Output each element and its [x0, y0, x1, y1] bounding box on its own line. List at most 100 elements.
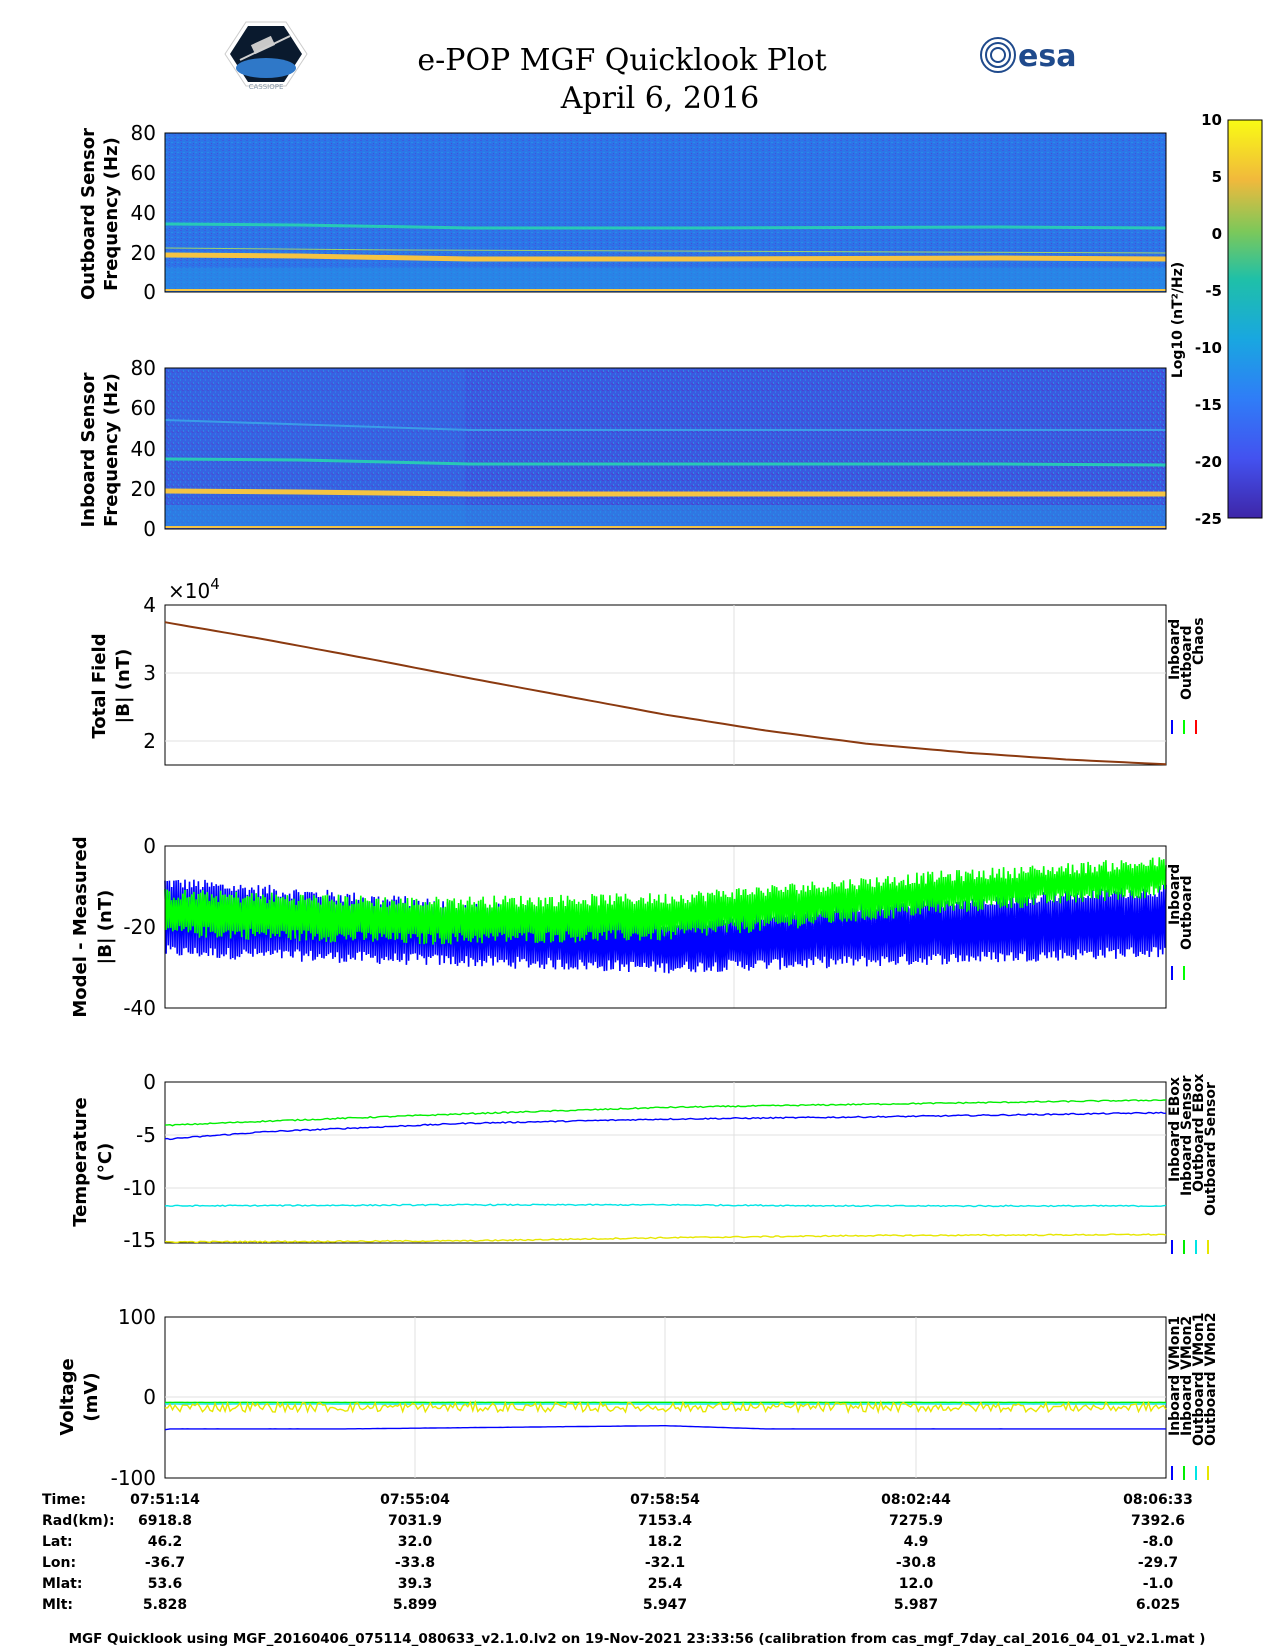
model-measured-yticks: 0 -20 -40: [123, 834, 156, 1020]
tick-label: 20: [131, 477, 156, 501]
ephemeris-value: 7392.6: [1131, 1513, 1185, 1529]
temperature-ylabel-2: (°C): [95, 1143, 116, 1182]
ephemeris-label: Time:: [42, 1492, 86, 1508]
tick-label: 0: [143, 1070, 156, 1094]
ephemeris-label: Lat:: [42, 1534, 73, 1550]
ephemeris-value: -32.1: [645, 1555, 685, 1571]
temperature-plot: [164, 1099, 1167, 1244]
ephemeris-value: 5.987: [894, 1597, 938, 1613]
header: CASSIOPE e-POP MGF Quicklook Plot April …: [224, 21, 1076, 116]
inboard-17hz-line: [164, 488, 1166, 497]
temperature-ylabel-1: Temperature: [70, 1097, 91, 1226]
esa-logo-text: esa: [1018, 39, 1076, 74]
ephemeris-value: 5.947: [643, 1597, 687, 1613]
inboard-spectrogram-panel: 80 60 40 20 0 Inboard Sensor Frequency (…: [78, 356, 1167, 541]
ephemeris-column-4: 08:02:44 7275.9 4.9 -30.8 12.0 5.987: [881, 1492, 951, 1613]
voltage-panel: 100 0 -100 Voltage (mV) Inboard VMon1 In…: [57, 1305, 1219, 1490]
colorbar-tick: -5: [1205, 282, 1222, 300]
colorbar-ticks: 10 5 0 -5 -10 -15 -20 -25: [1195, 111, 1222, 528]
outboard-35hz-line: [164, 222, 1167, 230]
ephemeris-value: 7153.4: [638, 1513, 692, 1529]
legend-inboard-vmon2: Inboard VMon2: [1179, 1316, 1195, 1436]
ephemeris-label: Mlt:: [42, 1597, 73, 1613]
tick-label: 0: [143, 1385, 156, 1409]
legend-outboard-ebox: Outboard EBox: [1191, 1074, 1207, 1192]
colorbar-label: Log10 (nT²/Hz): [1170, 262, 1186, 378]
temperature-panel: 0 -5 -10 -15 Temperature (°C) Inboard EB…: [70, 1070, 1219, 1254]
colorbar: 10 5 0 -5 -10 -15 -20 -25 Log10 (nT²/Hz): [1170, 111, 1263, 528]
ephemeris-value: 07:55:04: [380, 1492, 450, 1508]
colorbar-gradient: [1227, 119, 1263, 519]
ephemeris-value: 25.4: [648, 1576, 683, 1592]
outboard-17hz-line: [164, 252, 1167, 262]
outboard-yticks: 80 60 40 20 0: [131, 121, 156, 304]
tick-label: 40: [131, 201, 156, 225]
tick-label: 80: [131, 356, 156, 380]
tick-label: -20: [123, 915, 156, 939]
ephemeris-value: 53.6: [148, 1576, 183, 1592]
legend-inboard-sensor: Inboard Sensor: [1179, 1075, 1195, 1196]
ephemeris-value: 46.2: [148, 1534, 183, 1550]
series-line-inboard-ebox: [164, 1111, 1167, 1141]
ephemeris-column-1: 07:51:14 6918.8 46.2 -36.7 53.6 5.828: [130, 1492, 200, 1613]
footer-note: MGF Quicklook using MGF_20160406_075114_…: [69, 1631, 1206, 1647]
tick-label: 2: [143, 729, 156, 753]
cassiope-logo: CASSIOPE: [224, 21, 308, 91]
total-field-legend: Inboard Outboard Chaos: [1167, 617, 1207, 734]
series-line-outboard-sensor: [164, 1233, 1167, 1244]
tick-label: 20: [131, 241, 156, 265]
esa-logo: esa: [980, 37, 1076, 74]
ephemeris-column-3: 07:58:54 7153.4 18.2 -32.1 25.4 5.947: [630, 1492, 700, 1613]
tick-label: 40: [131, 437, 156, 461]
legend-inboard-ebox: Inboard EBox: [1167, 1077, 1183, 1182]
legend-inboard-vmon1: Inboard VMon1: [1167, 1316, 1183, 1436]
ephemeris-value: 07:58:54: [630, 1492, 700, 1508]
legend-outboard: Outboard: [1179, 625, 1195, 700]
tick-label: -15: [123, 1228, 156, 1252]
colorbar-tick: -10: [1195, 339, 1222, 357]
ephemeris-value: 39.3: [398, 1576, 433, 1592]
inboard-ylabel-2: Frequency (Hz): [101, 373, 122, 527]
inboard-yticks: 80 60 40 20 0: [131, 356, 156, 541]
ephemeris-value: 08:06:33: [1123, 1492, 1193, 1508]
ephemeris-value: 6918.8: [138, 1513, 192, 1529]
ephemeris-value: 7031.9: [388, 1513, 442, 1529]
series-line-outboard-ebox: [164, 1203, 1167, 1208]
total-field-ylabel-2: |B| (nT): [113, 649, 134, 724]
ephemeris-value: 32.0: [398, 1534, 433, 1550]
model-measured-plot: [164, 857, 1167, 974]
ephemeris-value: 6.025: [1136, 1597, 1180, 1613]
series-line-outboard-vmon2: [164, 1399, 1167, 1415]
plot-date: April 6, 2016: [560, 81, 759, 116]
colorbar-tick: 0: [1212, 225, 1222, 243]
voltage-yticks: 100 0 -100: [111, 1305, 156, 1490]
ephemeris-value: 7275.9: [889, 1513, 943, 1529]
series-band-inboard: [164, 879, 1167, 974]
voltage-ylabel-2: (mV): [81, 1372, 102, 1421]
temperature-legend: Inboard EBox Inboard Sensor Outboard EBo…: [1167, 1074, 1219, 1254]
colorbar-tick: 5: [1212, 168, 1222, 186]
tick-label: 0: [143, 517, 156, 541]
legend-inboard: Inboard: [1167, 619, 1183, 680]
total-field-panel: 4 3 2 ×104 Total Field |B| (nT) Inboard …: [89, 575, 1207, 766]
exponent-label: ×104: [168, 575, 220, 603]
tick-label: -5: [136, 1123, 156, 1147]
ephemeris-value: 5.899: [393, 1597, 437, 1613]
colorbar-tick: 10: [1201, 111, 1222, 129]
tick-label: 60: [131, 396, 156, 420]
series-band-outboard: [164, 857, 1167, 945]
tick-label: 60: [131, 161, 156, 185]
inboard-35hz-line: [164, 457, 1167, 467]
outboard-spectrogram-bg: [165, 133, 1166, 292]
legend-outboard-vmon1: Outboard VMon1: [1191, 1312, 1207, 1446]
plot-title: e-POP MGF Quicklook Plot: [417, 43, 826, 78]
ephemeris-column-5: 08:06:33 7392.6 -8.0 -29.7 -1.0 6.025: [1123, 1492, 1193, 1613]
voltage-ylabel-1: Voltage: [57, 1358, 78, 1435]
colorbar-tick: -20: [1195, 453, 1222, 471]
colorbar-tick: -25: [1195, 510, 1222, 528]
tick-label: -40: [123, 996, 156, 1020]
outboard-spectrogram-panel: 80 60 40 20 0 Outboard Sensor Frequency …: [78, 121, 1167, 304]
legend-outboard-vmon2: Outboard VMon2: [1203, 1312, 1219, 1446]
model-measured-ylabel-2: |B| (nT): [95, 890, 116, 965]
